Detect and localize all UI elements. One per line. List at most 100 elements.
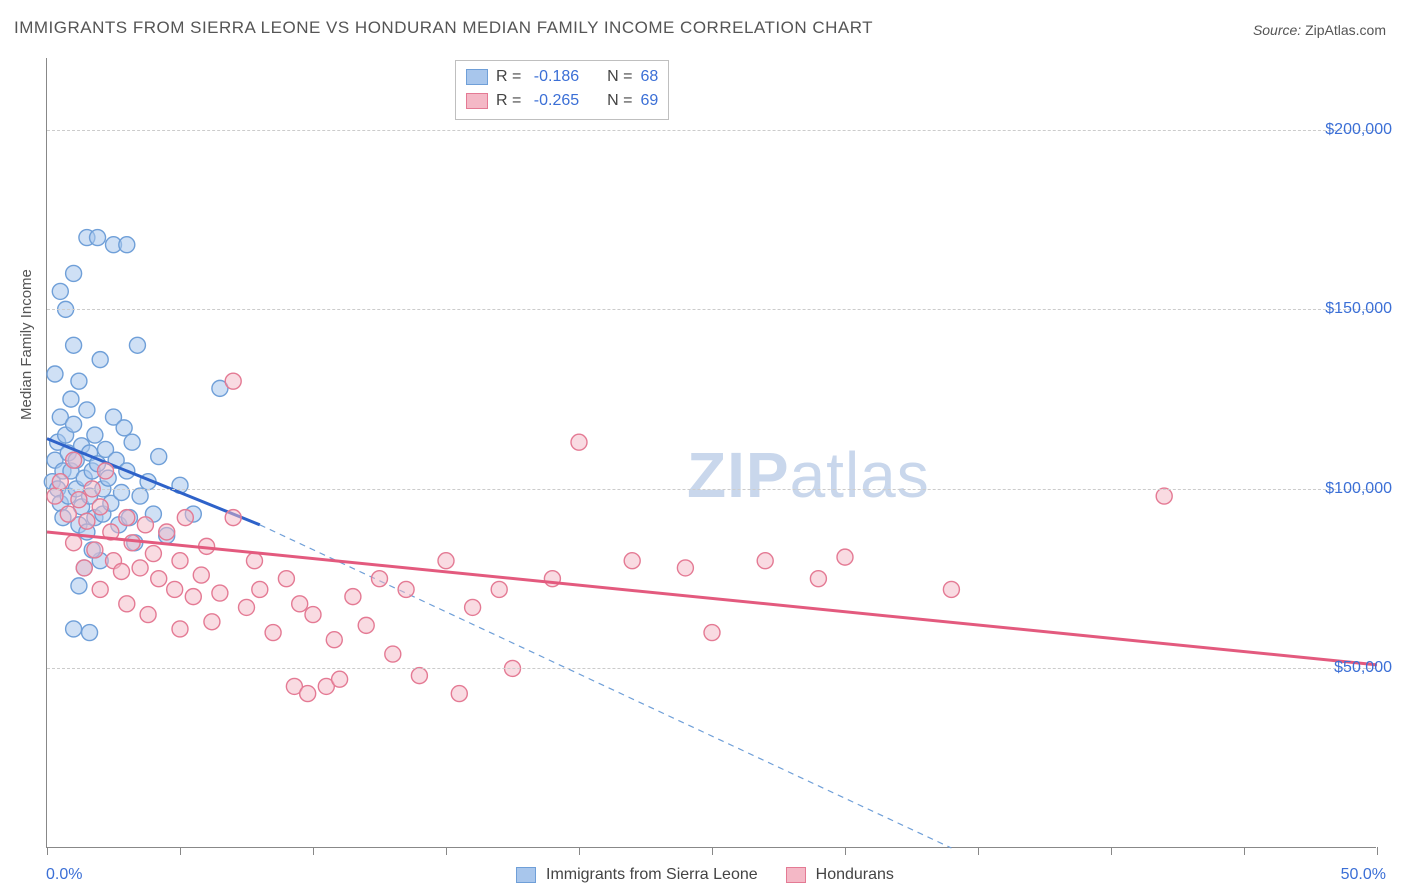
data-point [411,668,427,684]
data-point [159,524,175,540]
data-point [151,449,167,465]
x-tick [47,847,48,855]
legend-row: R = -0.186 N = 68 [466,65,658,89]
data-point [757,553,773,569]
data-point [90,230,106,246]
data-point [810,571,826,587]
data-point [704,625,720,641]
data-point [66,452,82,468]
data-point [76,560,92,576]
y-tick-label: $100,000 [1325,480,1392,498]
data-point [167,581,183,597]
x-tick-label: 50.0% [1341,866,1386,884]
series-legend: Immigrants from Sierra LeoneHondurans [516,866,912,884]
data-point [113,564,129,580]
trend-line [47,532,1377,665]
data-point [677,560,693,576]
data-point [79,402,95,418]
data-point [185,589,201,605]
gridline [47,668,1376,669]
data-point [71,578,87,594]
data-point [82,625,98,641]
source-attribution: Source: ZipAtlas.com [1253,22,1386,38]
data-point [837,549,853,565]
data-point [151,571,167,587]
data-point [385,646,401,662]
data-point [63,391,79,407]
legend-n-label: N = [607,65,632,89]
legend-swatch [466,93,488,109]
data-point [52,474,68,490]
x-tick-label: 0.0% [46,866,82,884]
data-point [71,373,87,389]
chart-title: IMMIGRANTS FROM SIERRA LEONE VS HONDURAN… [14,18,873,38]
legend-swatch [466,69,488,85]
data-point [66,621,82,637]
data-point [132,488,148,504]
y-tick-label: $50,000 [1334,659,1392,677]
x-tick [1244,847,1245,855]
data-point [204,614,220,630]
legend-n-value: 68 [641,65,659,89]
data-point [87,542,103,558]
legend-row: R = -0.265 N = 69 [466,89,658,113]
data-point [92,499,108,515]
data-point [132,560,148,576]
data-point [92,581,108,597]
data-point [252,581,268,597]
legend-r-value: -0.265 [529,89,579,113]
data-point [624,553,640,569]
data-point [345,589,361,605]
series-swatch [516,867,536,883]
data-point [119,596,135,612]
data-point [239,599,255,615]
data-point [332,671,348,687]
data-point [71,492,87,508]
legend-r-label: R = [496,65,521,89]
data-point [177,510,193,526]
data-point [66,265,82,281]
data-point [372,571,388,587]
y-tick-label: $200,000 [1325,121,1392,139]
y-axis-label: Median Family Income [18,269,35,420]
data-point [140,607,156,623]
data-point [129,337,145,353]
data-point [98,463,114,479]
legend-n-value: 69 [641,89,659,113]
data-point [571,434,587,450]
data-point [491,581,507,597]
data-point [47,366,63,382]
data-point [172,553,188,569]
data-point [193,567,209,583]
data-point [292,596,308,612]
x-tick [446,847,447,855]
scatter-svg [47,58,1376,847]
data-point [225,510,241,526]
x-tick [978,847,979,855]
legend-r-value: -0.186 [529,65,579,89]
gridline [47,309,1376,310]
trend-extension [260,525,952,848]
data-point [398,581,414,597]
x-tick [845,847,846,855]
data-point [137,517,153,533]
legend-n-label: N = [607,89,632,113]
data-point [212,585,228,601]
data-point [438,553,454,569]
data-point [119,510,135,526]
data-point [943,581,959,597]
data-point [66,416,82,432]
data-point [119,237,135,253]
x-tick [1111,847,1112,855]
x-tick [579,847,580,855]
x-tick [313,847,314,855]
data-point [300,686,316,702]
legend-r-label: R = [496,89,521,113]
y-tick-label: $150,000 [1325,300,1392,318]
data-point [124,535,140,551]
gridline [47,489,1376,490]
series-swatch [786,867,806,883]
data-point [87,427,103,443]
series-label: Immigrants from Sierra Leone [546,866,758,884]
data-point [246,553,262,569]
